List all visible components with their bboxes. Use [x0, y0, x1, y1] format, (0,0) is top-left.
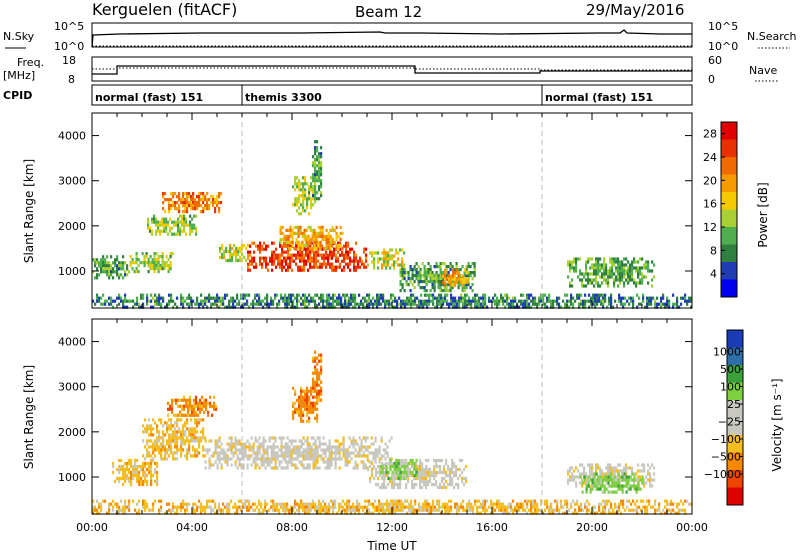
power-colorbar-segment	[721, 244, 737, 263]
echo-region	[567, 257, 656, 288]
power-colorbar-tick: 8	[710, 244, 717, 257]
velocity-y-axis-label: Slant Range [km]	[22, 365, 36, 469]
power-colorbar-segment	[721, 174, 737, 193]
power-colorbar-segment	[721, 279, 737, 298]
freq-unit-label: [MHz]	[3, 69, 35, 82]
velocity-colorbar-segment	[727, 330, 743, 348]
x-axis-label: Time UT	[366, 539, 417, 553]
nave-label: Nave	[749, 64, 777, 77]
freq-tick-bottom: 8	[68, 73, 75, 86]
echo-region	[129, 252, 174, 274]
velocity-data	[92, 350, 693, 515]
power-colorbar-tick: 24	[703, 151, 717, 164]
echo-region	[367, 248, 406, 270]
cpid-label: CPID	[3, 89, 32, 102]
velocity-colorbar-tick: −25	[718, 416, 741, 429]
freq-panel: Freq. [MHz] 18 8 60 0 Nave	[3, 54, 778, 86]
echo-region	[312, 350, 323, 402]
nave-tick-bottom: 0	[708, 73, 715, 86]
echo-region	[162, 192, 223, 214]
nsearch-label: N.Search	[747, 30, 797, 43]
nsky-tick-top: 10^5	[54, 20, 84, 33]
echo-region	[167, 395, 218, 417]
nsky-tick-bottom: 10^0	[54, 40, 84, 53]
power-colorbar-tick: 28	[703, 128, 717, 141]
x-tick-label: 04:00	[176, 521, 208, 534]
station-title: Kerguelen (fitACF)	[92, 0, 237, 19]
beam-title: Beam 12	[355, 3, 422, 21]
power-colorbar-segment	[721, 227, 737, 245]
y-tick-label: 1000	[58, 471, 86, 484]
power-data	[92, 140, 693, 309]
velocity-colorbar-tick: 100	[720, 381, 741, 394]
x-tick-label: 12:00	[376, 521, 408, 534]
freq-label: Freq.	[17, 56, 44, 69]
velocity-colorbar-tick: −1000	[704, 468, 741, 481]
echo-region	[92, 293, 693, 309]
nsky-trace	[91, 29, 692, 48]
echo-region	[112, 458, 159, 487]
freq-tick-top: 18	[62, 54, 76, 67]
power-colorbar-tick: 4	[710, 268, 717, 281]
power-colorbar-tick: 16	[703, 198, 717, 211]
echo-region	[442, 268, 469, 287]
velocity-panel: 1000 2000 3000 4000 00:00 04:00 08:00 12:00 16:…	[22, 318, 784, 553]
freq-trace	[92, 65, 692, 75]
echo-region	[147, 214, 198, 236]
power-colorbar-label: Power [dB]	[756, 182, 770, 247]
x-tick-label: 20:00	[576, 521, 608, 534]
y-tick-label: 4000	[58, 336, 86, 349]
nsky-label: N.Sky	[3, 30, 35, 43]
echo-region	[379, 458, 418, 481]
echo-region	[219, 243, 250, 263]
velocity-colorbar-tick: −500	[711, 451, 741, 464]
x-tick-label: 00:00	[676, 521, 708, 534]
power-y-axis-label: Slant Range [km]	[22, 159, 36, 263]
power-colorbar-tick: 20	[703, 174, 717, 187]
velocity-colorbar-tick: −100	[711, 433, 741, 446]
power-colorbar-tick: 12	[703, 221, 717, 234]
x-tick-label: 16:00	[476, 521, 508, 534]
nsearch-tick-bottom: 10^0	[708, 40, 738, 53]
cpid-mode-label: themis 3300	[245, 91, 322, 104]
x-tick-label: 00:00	[76, 521, 108, 534]
power-colorbar-segment	[721, 192, 737, 210]
echo-region	[204, 436, 393, 470]
cpid-panel: CPID normal (fast) 151 themis 3300 normal …	[3, 84, 693, 106]
power-colorbar-segment	[721, 139, 737, 158]
echo-region	[92, 255, 131, 280]
y-tick-label: 1000	[58, 265, 86, 278]
date-title: 29/May/2016	[586, 1, 684, 19]
y-tick-label: 3000	[58, 175, 86, 188]
power-colorbar-segment	[721, 209, 737, 228]
velocity-colorbar-tick: 25	[727, 398, 741, 411]
y-tick-label: 2000	[58, 220, 86, 233]
y-tick-label: 4000	[58, 130, 86, 143]
velocity-colorbar-segment	[727, 487, 743, 506]
y-tick-label: 3000	[58, 381, 86, 394]
echo-region	[312, 140, 323, 201]
echo-region	[142, 418, 207, 461]
y-tick-label: 2000	[58, 426, 86, 439]
x-tick-label: 08:00	[276, 521, 308, 534]
nsearch-tick-top: 10^5	[708, 20, 738, 33]
velocity-colorbar-tick: 500	[720, 363, 741, 376]
cpid-mode-label: normal (fast) 151	[545, 91, 653, 104]
echo-region	[579, 472, 644, 494]
nsky-panel: N.Sky 10^5 10^0 10^5 10^0 N.Search	[3, 20, 797, 53]
velocity-colorbar-tick: 1000	[713, 346, 741, 359]
echo-region	[292, 386, 319, 423]
echo-region	[279, 225, 344, 250]
nave-tick-top: 60	[708, 54, 722, 67]
cpid-mode-label: normal (fast) 151	[95, 91, 203, 104]
power-panel: 1000 2000 3000 4000 Slant Range [km] 4 8 12 16…	[22, 112, 770, 309]
power-colorbar-segment	[721, 262, 737, 280]
echo-region	[399, 262, 476, 293]
echo-region	[292, 176, 317, 216]
velocity-colorbar-label: Velocity [m s⁻¹]	[770, 378, 784, 471]
nave-trace	[92, 67, 692, 71]
power-colorbar-segment	[721, 122, 737, 140]
power-colorbar-segment	[721, 157, 737, 175]
